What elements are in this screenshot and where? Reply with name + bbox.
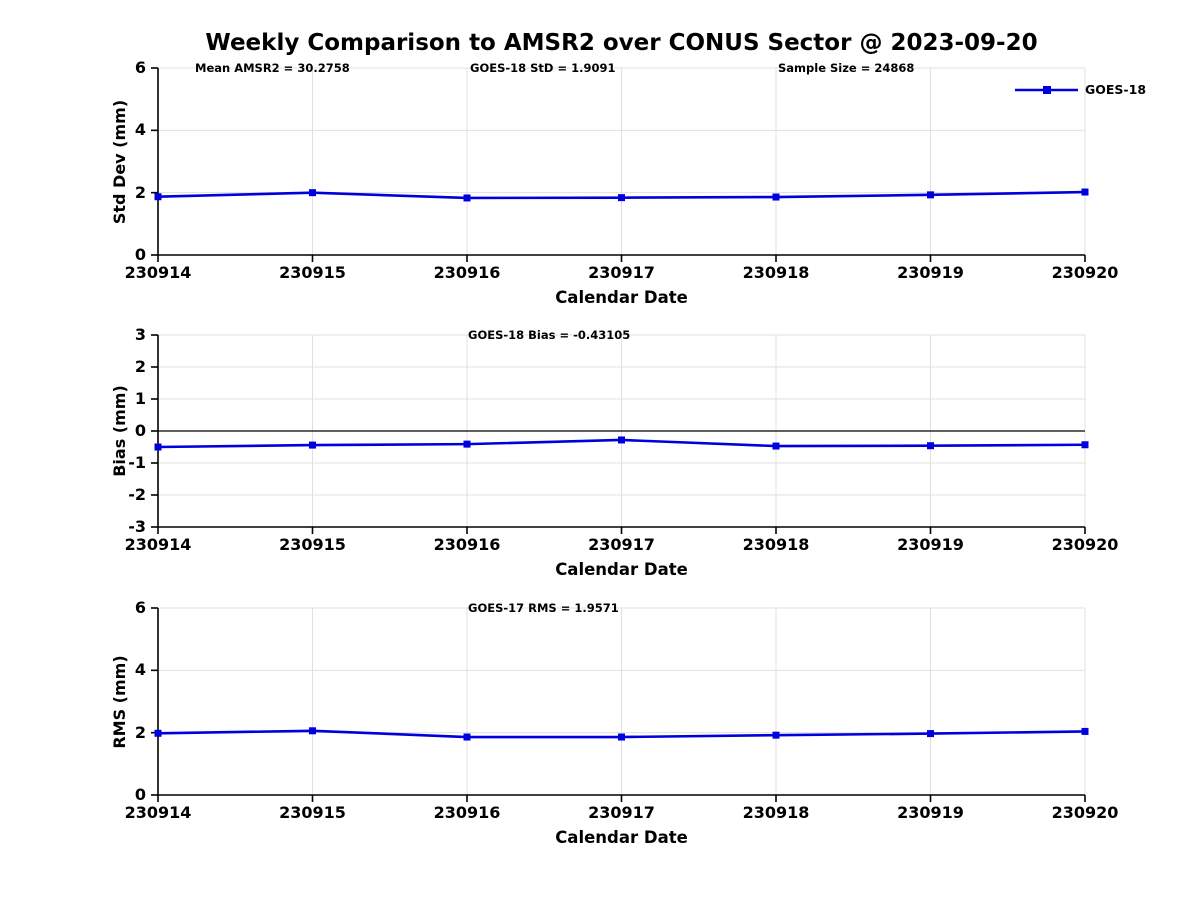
data-point-marker [927, 191, 934, 199]
x-tick-label: 230918 [742, 263, 810, 282]
x-tick-label: 230914 [124, 803, 192, 822]
x-axis-label-rms: Calendar Date [555, 828, 688, 847]
x-tick-label: 230918 [742, 803, 810, 822]
y-tick-label: -3 [128, 517, 146, 536]
data-point-marker [618, 733, 625, 741]
data-point-marker [154, 729, 162, 737]
y-axis-label-rms: RMS (mm) [110, 654, 129, 749]
y-tick-label: -1 [128, 453, 146, 472]
plot-area-std-dev [151, 67, 1089, 262]
annotation: GOES-18 StD = 1.9091 [470, 61, 616, 75]
data-point-marker [1081, 441, 1089, 449]
x-tick-label: 230914 [124, 263, 192, 282]
data-point-marker [772, 193, 780, 201]
data-point-marker [927, 730, 934, 738]
x-tick-label: 230915 [279, 263, 346, 282]
x-tick-label: 230916 [433, 535, 501, 554]
y-tick-label: 2 [134, 357, 146, 376]
y-tick-label: 4 [134, 120, 146, 140]
y-tick-label: 3 [134, 325, 146, 344]
x-tick-label: 230916 [433, 803, 501, 822]
y-tick-label: 1 [134, 389, 146, 408]
data-point-marker [463, 440, 471, 448]
x-tick-label: 230920 [1051, 803, 1119, 822]
y-axis-label-bias: Bias (mm) [110, 385, 129, 477]
data-point-marker [927, 442, 934, 450]
x-tick-label: 230919 [897, 803, 964, 822]
y-tick-label: 2 [134, 182, 146, 202]
annotation: GOES-18 Bias = -0.43105 [468, 328, 631, 342]
plot-area-bias [151, 334, 1089, 534]
y-tick-label: 2 [134, 722, 146, 742]
data-point-marker [463, 194, 471, 202]
y-tick-label: 0 [134, 785, 146, 804]
data-point-marker [618, 436, 625, 444]
x-tick-label: 230919 [897, 535, 964, 554]
x-tick-label: 230915 [279, 803, 346, 822]
x-tick-label: 230916 [433, 263, 501, 282]
plot-area-rms [151, 607, 1089, 802]
annotation: Mean AMSR2 = 30.2758 [195, 61, 350, 75]
x-axis-label-std-dev: Calendar Date [555, 288, 688, 307]
x-tick-label: 230920 [1051, 263, 1119, 282]
data-point-marker [309, 441, 316, 449]
x-tick-label: 230915 [279, 535, 346, 554]
y-tick-label: 6 [134, 598, 146, 617]
x-tick-label: 230918 [742, 535, 810, 554]
x-tick-label: 230919 [897, 263, 964, 282]
legend-label: GOES-18 [1085, 82, 1147, 97]
data-point-marker [772, 731, 780, 739]
data-point-marker [463, 733, 471, 741]
y-tick-label: 4 [134, 660, 146, 680]
x-tick-label: 230917 [588, 803, 655, 822]
x-tick-label: 230920 [1051, 535, 1119, 554]
y-axis-label-std-dev: Std Dev (mm) [110, 99, 129, 224]
data-point-marker [1081, 727, 1089, 735]
x-tick-label: 230914 [124, 535, 192, 554]
data-point-marker [309, 727, 316, 735]
x-axis-label-bias: Calendar Date [555, 560, 688, 579]
data-point-marker [1081, 188, 1089, 196]
data-point-marker [772, 442, 780, 450]
data-point-marker [154, 443, 162, 451]
x-tick-label: 230917 [588, 263, 655, 282]
figure-title: Weekly Comparison to AMSR2 over CONUS Se… [205, 30, 1038, 56]
y-tick-label: 6 [134, 58, 146, 77]
data-point-marker [154, 193, 162, 201]
y-tick-label: 0 [134, 421, 146, 440]
annotation: Sample Size = 24868 [778, 61, 915, 75]
annotation: GOES-17 RMS = 1.9571 [468, 601, 619, 615]
data-point-marker [309, 189, 316, 197]
legend-key [1015, 86, 1078, 94]
data-point-marker [618, 194, 625, 202]
y-tick-label: 0 [134, 245, 146, 264]
y-tick-label: -2 [128, 485, 146, 504]
legend-marker-sample [1043, 86, 1051, 94]
x-tick-label: 230917 [588, 535, 655, 554]
